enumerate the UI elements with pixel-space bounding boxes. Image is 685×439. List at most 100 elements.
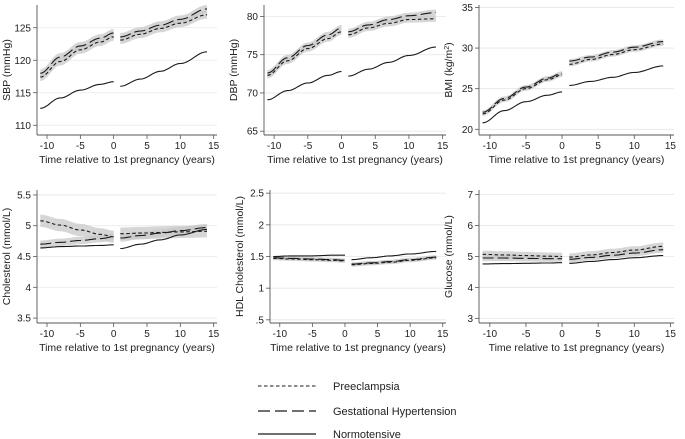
y-tick-label: 7 <box>467 190 473 201</box>
series-line-preeclampsia-post <box>351 257 437 266</box>
series-line-preeclampsia-pre <box>482 253 563 258</box>
x-tick-label: -10 <box>40 329 55 340</box>
x-axis-title: Time relative to 1st pregnancy (years) <box>489 342 665 354</box>
x-tick-label: 15 <box>665 329 677 340</box>
x-tick-label: 15 <box>437 329 449 340</box>
series-line-preeclampsia-post <box>569 43 664 65</box>
x-tick-label: -5 <box>521 329 530 340</box>
x-axis-title: Time relative to 1st pregnancy (years) <box>489 154 665 166</box>
x-tick-label: 5 <box>372 141 378 152</box>
y-tick-label: 4.5 <box>17 252 31 263</box>
y-tick-label: 1.5 <box>250 252 264 263</box>
series-line-normotensive-pre <box>273 254 345 258</box>
series-line-gestational-hypertension-pre <box>40 236 114 245</box>
series-line-normotensive-post <box>120 51 208 87</box>
series-line-normotensive-pre <box>40 81 114 109</box>
series-line-gestational-hypertension-pre <box>273 257 345 261</box>
y-tick-label: 80 <box>247 12 259 23</box>
series-line-normotensive-post <box>569 255 664 264</box>
y-axis-title: Cholesterol (mmol/L) <box>1 208 13 305</box>
y-tick-label: 35 <box>462 3 474 14</box>
y-axis-title: HDL Cholesterol (mmol/L) <box>234 196 246 317</box>
series-line-preeclampsia-pre <box>40 36 114 78</box>
x-tick-label: -10 <box>483 329 498 340</box>
ci-band-preeclampsia-pre <box>267 28 342 79</box>
chart-panel-cholesterol-mmol-l-: 3.5 4 4.5 5 5.5 -10 -5 0 5 10 15 Time relative to 1… <box>1 190 220 354</box>
ci-band-preeclampsia-post <box>351 255 437 267</box>
x-tick-label: 5 <box>595 329 601 340</box>
series-line-gestational-hypertension-post <box>351 256 437 265</box>
y-tick-label: 5 <box>467 252 473 263</box>
chart-panel-sbp-mmhg-: 110 115 120 125 -10 -5 0 5 10 15 Time relative to … <box>1 5 220 166</box>
y-tick-label: 3 <box>467 314 473 325</box>
y-tick-label: 25 <box>462 84 474 95</box>
y-axis-title: Glucose (mmol/L) <box>443 215 455 298</box>
x-tick-label: 10 <box>175 329 187 340</box>
y-tick-label: 4 <box>467 283 473 294</box>
x-tick-label: 10 <box>629 141 641 152</box>
y-tick-label: 65 <box>247 127 259 138</box>
y-tick-label: 75 <box>247 50 259 61</box>
series-line-preeclampsia-post <box>120 230 207 235</box>
series-line-normotensive-pre <box>40 244 114 249</box>
x-tick-label: 0 <box>342 329 348 340</box>
x-tick-label: 5 <box>144 329 150 340</box>
x-tick-label: 10 <box>405 329 417 340</box>
x-tick-label: -10 <box>267 141 282 152</box>
ci-band-preeclampsia-pre <box>40 214 114 243</box>
y-axis-title: SBP (mmHg) <box>1 39 13 101</box>
y-tick-label: 20 <box>462 125 474 136</box>
series-line-gestational-hypertension-post <box>120 8 208 38</box>
x-tick-label: 15 <box>208 329 220 340</box>
legend-label-preeclampsia: Preeclampsia <box>333 381 401 393</box>
chart-panel-hdl-cholesterol-mmol-l-: .5 1 1.5 2 2.5 -10 -5 0 5 10 15 Time relative to 1s… <box>234 189 449 354</box>
ci-band-preeclampsia-post <box>569 242 664 261</box>
y-tick-label: 70 <box>247 88 259 99</box>
chart-panel-dbp-mmhg-: 65 70 75 80 -10 -5 0 5 10 15 Time relative to 1st … <box>228 5 449 166</box>
y-axis-title: DBP (mmHg) <box>228 39 240 101</box>
x-tick-label: 5 <box>595 141 601 152</box>
y-tick-label: 2 <box>258 220 264 231</box>
y-tick-label: 3.5 <box>17 314 31 325</box>
series-line-normotensive-pre <box>482 91 563 124</box>
x-tick-label: 15 <box>437 141 449 152</box>
series-line-normotensive-post <box>351 250 437 261</box>
x-tick-label: -5 <box>521 141 530 152</box>
x-tick-label: 0 <box>559 141 565 152</box>
series-line-normotensive-pre <box>267 70 342 101</box>
series-line-normotensive-post <box>120 228 208 250</box>
x-tick-label: 10 <box>629 329 641 340</box>
x-tick-label: -10 <box>273 329 288 340</box>
legend-label-normotensive: Normotensive <box>333 429 401 439</box>
series-line-normotensive-pre <box>482 262 563 265</box>
y-tick-label: 125 <box>14 23 31 34</box>
x-axis-title: Time relative to 1st pregnancy (years) <box>39 342 215 354</box>
x-tick-label: 15 <box>665 141 677 152</box>
series-line-normotensive-post <box>569 65 664 86</box>
y-tick-label: 6 <box>467 221 473 232</box>
x-tick-label: -10 <box>40 141 55 152</box>
x-tick-label: 0 <box>559 329 565 340</box>
x-tick-label: 15 <box>208 141 220 152</box>
x-tick-label: 5 <box>144 141 150 152</box>
series-line-gestational-hypertension-post <box>569 249 664 260</box>
y-tick-label: 110 <box>15 121 31 132</box>
series-line-preeclampsia-post <box>569 245 664 258</box>
ci-band-preeclampsia-post <box>120 10 207 44</box>
legend: Preeclampsia Gestational Hypertension No… <box>258 381 457 439</box>
x-tick-label: 10 <box>403 141 415 152</box>
x-tick-label: -5 <box>76 329 85 340</box>
series-line-gestational-hypertension-pre <box>482 72 563 113</box>
x-tick-label: -5 <box>76 141 85 152</box>
x-tick-label: -5 <box>308 329 317 340</box>
series-line-gestational-hypertension-post <box>348 12 436 33</box>
ci-band-preeclampsia-pre <box>482 72 563 116</box>
ci-band-preeclampsia-pre <box>40 33 114 81</box>
y-tick-label: 5.5 <box>17 190 31 201</box>
series-line-normotensive-post <box>348 46 436 77</box>
y-tick-label: 2.5 <box>250 189 264 200</box>
series-line-gestational-hypertension-pre <box>40 32 114 74</box>
